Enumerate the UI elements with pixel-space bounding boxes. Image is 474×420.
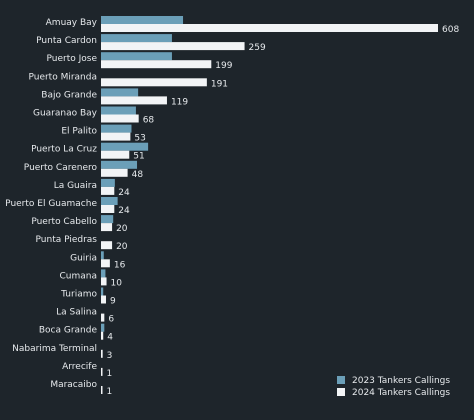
bar-2024-punta-piedras [101,241,113,250]
bar-2023-puerto-carenero [101,160,138,169]
value-label-punta-piedras: 20 [116,242,128,252]
legend: 2023 Tankers Callings 2024 Tankers Calli… [337,376,450,398]
category-label-maracaibo: Maracaibo [50,380,97,390]
legend-swatch-2024 [337,388,345,396]
value-label-guiria: 16 [114,260,126,270]
bar-2023-puerto-cabello [101,215,114,224]
category-label-nabarima-terminal: Nabarima Terminal [12,344,97,354]
bar-2024-maracaibo [101,386,103,394]
bar-2024-turiamo [101,295,106,304]
value-label-turiamo: 9 [110,297,116,307]
bar-2024-bajo-grande [101,96,167,105]
bar-2023-guaranao-bay [101,106,136,115]
bar-2024-boca-grande [101,331,104,340]
category-label-punta-cardon: Punta Cardon [36,36,97,46]
bar-2023-puerto-jose [101,52,172,61]
category-label-turiamo: Turiamo [60,290,97,300]
value-label-nabarima-terminal: 3 [107,351,113,361]
value-label-boca-grande: 4 [107,333,113,343]
value-label-puerto-carenero: 48 [132,170,144,180]
value-label-amuay-bay: 608 [442,25,459,35]
category-label-boca-grande: Boca Grande [39,326,98,336]
value-label-puerto-la-cruz: 51 [133,152,144,162]
bar-2024-amuay-bay [101,24,438,32]
bar-2024-cumana [101,277,107,286]
legend-label-2024: 2024 Tankers Callings [352,388,450,398]
category-label-la-salina: La Salina [56,308,97,318]
value-label-la-guaira: 24 [118,188,130,198]
category-label-guaranao-bay: Guaranao Bay [33,109,98,119]
bar-2023-el-palito [101,124,132,133]
category-label-guiria: Guiria [70,253,97,263]
value-labels: 6082591991911196853514824242020161096431… [107,25,460,397]
category-label-puerto-carenero: Puerto Carenero [24,163,98,173]
value-label-el-palito: 53 [134,134,145,144]
bar-2023-bajo-grande [101,88,139,97]
bar-2023-boca-grande [101,323,105,332]
value-label-puerto-cabello: 20 [116,224,128,234]
category-label-arrecife: Arrecife [62,362,97,372]
category-label-puerto-miranda: Puerto Miranda [28,72,97,82]
bar-2024-guaranao-bay [101,114,139,123]
bar-2024-puerto-el-guamache [101,205,115,213]
bar-2023-guiria [101,251,104,260]
bar-2023-turiamo [101,287,104,296]
bar-2023-la-guaira [101,178,115,187]
bar-2024-puerto-jose [101,60,212,69]
bar-2024-guiria [101,259,110,268]
category-label-puerto-el-guamache: Puerto El Guamache [5,199,97,209]
category-label-puerto-jose: Puerto Jose [47,54,98,64]
bar-2024-puerto-cabello [101,223,113,232]
value-label-puerto-miranda: 191 [211,79,228,89]
bar-2024-punta-cardon [101,42,245,51]
legend-swatch-2023 [337,376,345,384]
value-label-guaranao-bay: 68 [143,116,155,126]
category-label-bajo-grande: Bajo Grande [41,90,97,100]
bar-2024-la-salina [101,313,105,322]
bar-2023-puerto-la-cruz [101,142,149,151]
value-label-puerto-el-guamache: 24 [118,206,130,216]
category-label-cumana: Cumana [60,271,98,281]
bar-2023-cumana [101,269,106,278]
bar-2023-amuay-bay [101,16,184,24]
bar-2023-puerto-el-guamache [101,197,118,205]
bar-2024-puerto-la-cruz [101,150,130,159]
bar-2024-la-guaira [101,186,115,195]
value-label-cumana: 10 [111,278,123,288]
value-label-arrecife: 1 [107,369,113,379]
category-label-amuay-bay: Amuay Bay [46,18,98,28]
category-label-puerto-la-cruz: Puerto La Cruz [31,145,97,155]
bar-2024-puerto-miranda [101,78,207,87]
bar-2024-puerto-carenero [101,168,128,177]
bar-2024-arrecife [101,367,103,376]
value-label-la-salina: 6 [108,315,114,325]
value-label-punta-cardon: 259 [249,43,266,53]
category-label-el-palito: El Palito [61,127,97,137]
category-label-la-guaira: La Guaira [54,181,97,191]
value-label-puerto-jose: 199 [215,61,232,71]
legend-label-2023: 2023 Tankers Callings [352,376,450,386]
category-label-puerto-cabello: Puerto Cabello [31,217,97,227]
category-label-punta-piedras: Punta Piedras [36,235,98,245]
value-label-bajo-grande: 119 [171,97,188,107]
bar-2024-nabarima-terminal [101,349,103,358]
bar-2024-el-palito [101,132,131,141]
bar-2023-punta-cardon [101,34,172,43]
bars [101,16,438,394]
value-label-maracaibo: 1 [107,387,113,397]
category-labels: Amuay Bay Punta Cardon Puerto Jose Puerto M… [5,18,97,390]
